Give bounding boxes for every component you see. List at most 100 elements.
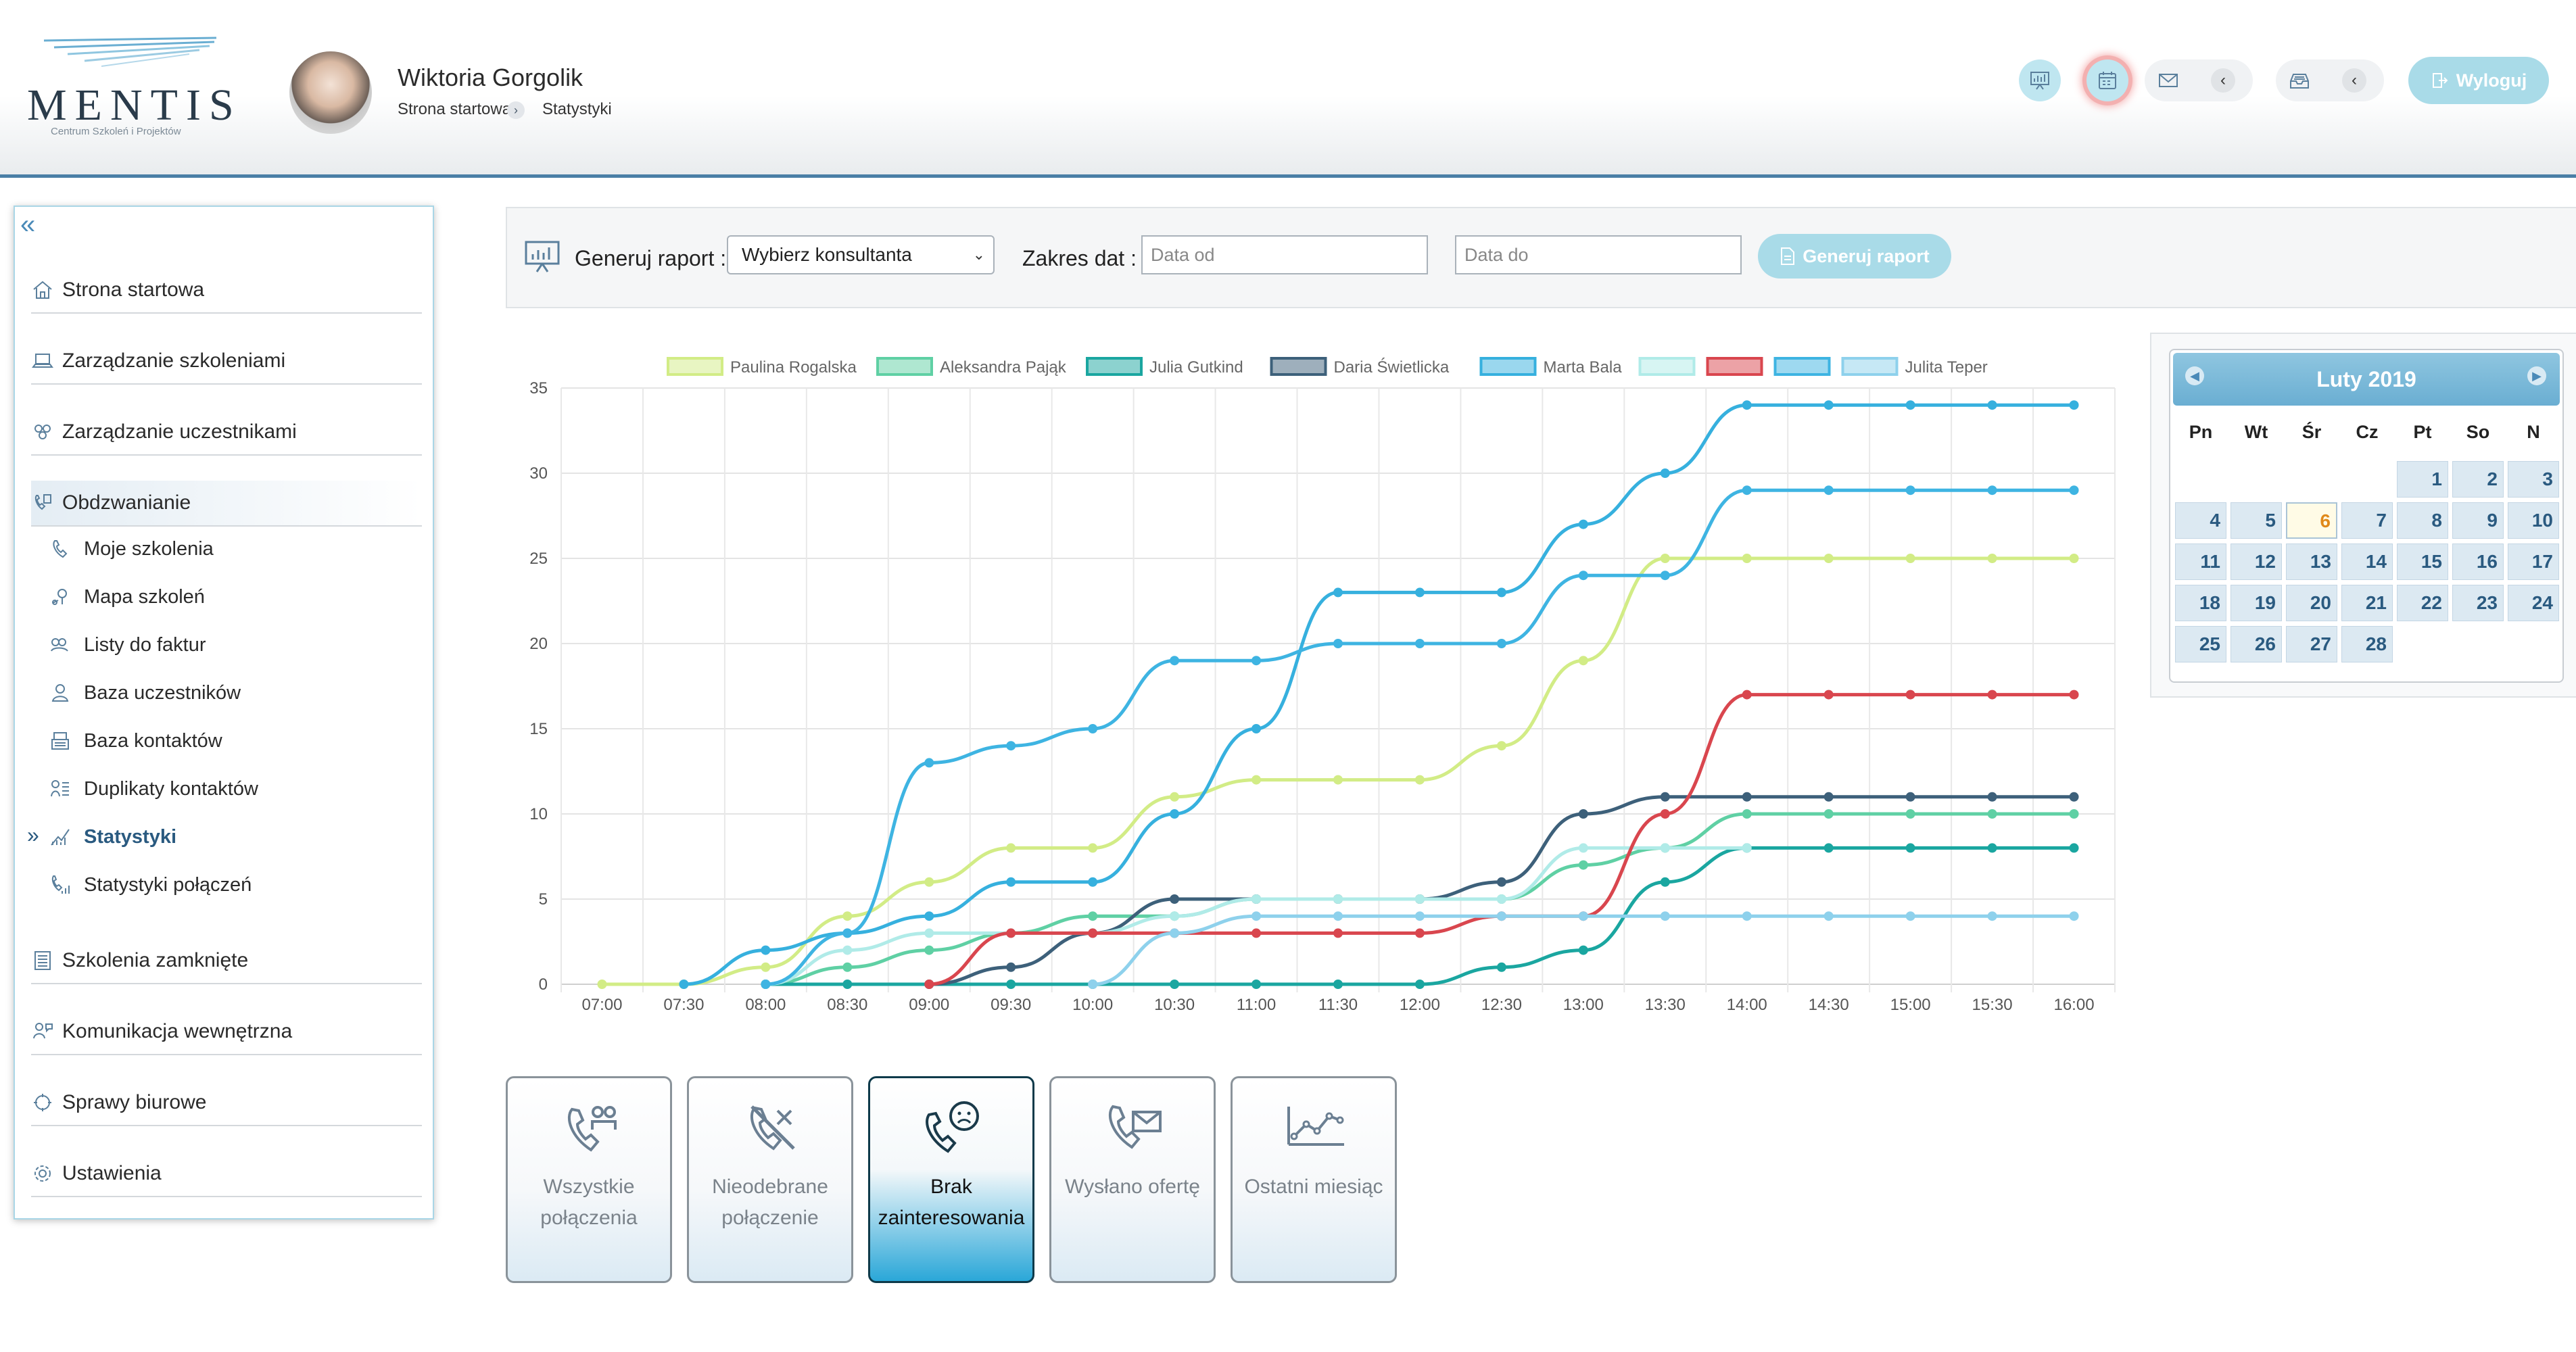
- data-point: [597, 980, 607, 989]
- calendar-header: Luty 2019: [2173, 353, 2560, 406]
- data-point: [924, 911, 934, 921]
- filter-label: Wszystkie połączenia: [508, 1172, 670, 1234]
- data-point: [1742, 400, 1752, 410]
- calendar-day[interactable]: 1: [2397, 461, 2448, 498]
- filter-label-line1: Wysłano ofertę: [1065, 1176, 1200, 1198]
- calendar-day[interactable]: 15: [2397, 544, 2448, 580]
- breadcrumb-home[interactable]: Strona startowa: [398, 100, 512, 118]
- calendar-day[interactable]: 17: [2508, 544, 2559, 580]
- calendar-day[interactable]: 27: [2286, 626, 2337, 662]
- calendar-day[interactable]: 24: [2508, 585, 2559, 621]
- calendar-day[interactable]: 14: [2341, 544, 2393, 580]
- data-point: [1742, 809, 1752, 819]
- filter-label-line1: Brak: [930, 1176, 972, 1198]
- data-point: [1987, 843, 1997, 853]
- calendar-prev-icon[interactable]: ◀: [2185, 366, 2204, 385]
- data-point: [1496, 911, 1506, 921]
- sidebar-subitem-my-trainings[interactable]: Moje szkolenia: [49, 530, 214, 568]
- data-point: [1006, 928, 1016, 938]
- data-point: [1987, 690, 1997, 700]
- data-point: [761, 980, 771, 989]
- data-point: [1251, 928, 1262, 938]
- mail-button[interactable]: [2147, 59, 2189, 101]
- calendar-day[interactable]: 19: [2231, 585, 2282, 621]
- calendar-day[interactable]: 16: [2452, 544, 2504, 580]
- calendar-day[interactable]: 9: [2452, 502, 2504, 539]
- sidebar-subitem-contacts-db[interactable]: Baza kontaktów: [49, 722, 222, 760]
- filter-last-month[interactable]: Ostatni miesiąc: [1231, 1076, 1397, 1283]
- calendar-day[interactable]: 12: [2231, 544, 2282, 580]
- mail-dropdown-chevron-icon[interactable]: ‹: [2211, 68, 2235, 93]
- data-point: [1170, 894, 1180, 904]
- data-point: [1905, 400, 1915, 410]
- sidebar-item-office[interactable]: Sprawy biurowe: [31, 1080, 422, 1126]
- report-icon: [525, 241, 560, 272]
- data-point: [1170, 656, 1180, 666]
- calendar-day[interactable]: 26: [2231, 626, 2282, 662]
- date-to-input[interactable]: Data do: [1455, 235, 1742, 274]
- sidebar-subitem-call-stats[interactable]: Statystyki połączeń: [49, 866, 252, 904]
- filter-label-line2: połączenia: [540, 1207, 638, 1229]
- calendar-dow: Śr: [2301, 422, 2322, 442]
- calendar-day[interactable]: 18: [2175, 585, 2226, 621]
- inbox-dropdown-chevron-icon[interactable]: ‹: [2342, 68, 2366, 93]
- data-point: [1414, 980, 1425, 989]
- calendar-day[interactable]: 25: [2175, 626, 2226, 662]
- date-from-input[interactable]: Data od: [1141, 235, 1428, 274]
- calendar-dow: N: [2527, 422, 2540, 442]
- stats-icon: [2030, 72, 2049, 90]
- generate-report-button[interactable]: Generuj raport: [1758, 234, 1951, 279]
- filter-offer-sent[interactable]: Wysłano ofertę: [1049, 1076, 1216, 1283]
- data-point: [1987, 792, 1997, 802]
- filter-no-interest[interactable]: Brak zainteresowania: [868, 1076, 1034, 1283]
- collapse-sidebar-icon[interactable]: «: [20, 210, 36, 239]
- calendar-day[interactable]: 11: [2175, 544, 2226, 580]
- calendar-button[interactable]: [2086, 59, 2128, 101]
- calendar-day[interactable]: 21: [2341, 585, 2393, 621]
- logout-button[interactable]: Wyloguj: [2408, 57, 2549, 104]
- data-point: [1088, 928, 1098, 938]
- filter-missed-calls[interactable]: Nieodebrane połączenie: [687, 1076, 853, 1283]
- calendar-day[interactable]: 7: [2341, 502, 2393, 539]
- data-point: [1251, 911, 1262, 921]
- calendar-day[interactable]: 3: [2508, 461, 2559, 498]
- sidebar-subitem-training-map[interactable]: Mapa szkoleń: [49, 578, 205, 616]
- calendar-day[interactable]: 20: [2286, 585, 2337, 621]
- sidebar-subitem-statistics[interactable]: Statystyki: [49, 818, 176, 856]
- sidebar-item-closed-trainings[interactable]: Szkolenia zamknięte: [31, 938, 422, 984]
- sidebar-item-calling[interactable]: Obdzwanianie: [31, 481, 422, 527]
- calendar-day[interactable]: 28: [2341, 626, 2393, 662]
- sidebar-subitem-duplicates[interactable]: Duplikaty kontaktów: [49, 770, 258, 808]
- y-tick-label: 15: [529, 720, 548, 738]
- legend-swatch: [1270, 357, 1327, 376]
- calendar-day[interactable]: 5: [2231, 502, 2282, 539]
- data-point: [1251, 980, 1262, 989]
- calendar-day[interactable]: 23: [2452, 585, 2504, 621]
- x-tick-label: 15:30: [1972, 996, 2013, 1014]
- filter-label: Brak zainteresowania: [870, 1172, 1032, 1234]
- data-point: [1660, 792, 1670, 802]
- sidebar-subitem-invoice-lists[interactable]: Listy do faktur: [49, 626, 206, 664]
- filter-all-calls[interactable]: Wszystkie połączenia: [506, 1076, 672, 1283]
- sidebar-subitem-participants-db[interactable]: Baza uczestników: [49, 674, 241, 712]
- calendar-day[interactable]: 4: [2175, 502, 2226, 539]
- data-point: [2069, 400, 2079, 410]
- sidebar-item-trainings[interactable]: Zarządzanie szkoleniami: [31, 339, 422, 385]
- calendar-next-icon[interactable]: ▶: [2527, 366, 2546, 385]
- legend-item: Paulina Rogalska: [667, 357, 857, 377]
- sidebar-item-participants[interactable]: Zarządzanie uczestnikami: [31, 410, 422, 456]
- calendar-day[interactable]: 13: [2286, 544, 2337, 580]
- sidebar-item-internal-comms[interactable]: Komunikacja wewnętrzna: [31, 1009, 422, 1055]
- y-tick-label: 25: [529, 550, 548, 568]
- inbox-button[interactable]: [2279, 59, 2320, 101]
- calendar-day-today[interactable]: 6: [2286, 502, 2337, 539]
- stats-button[interactable]: [2019, 59, 2061, 101]
- sidebar-item-home[interactable]: Strona startowa: [31, 268, 422, 314]
- calendar-day[interactable]: 10: [2508, 502, 2559, 539]
- calendar-day[interactable]: 22: [2397, 585, 2448, 621]
- calendar-day[interactable]: 8: [2397, 502, 2448, 539]
- consultant-select[interactable]: Wybierz konsultanta ⌄: [727, 235, 995, 274]
- calendar-day[interactable]: 2: [2452, 461, 2504, 498]
- avatar[interactable]: [289, 51, 372, 134]
- sidebar-item-settings[interactable]: Ustawienia: [31, 1151, 422, 1197]
